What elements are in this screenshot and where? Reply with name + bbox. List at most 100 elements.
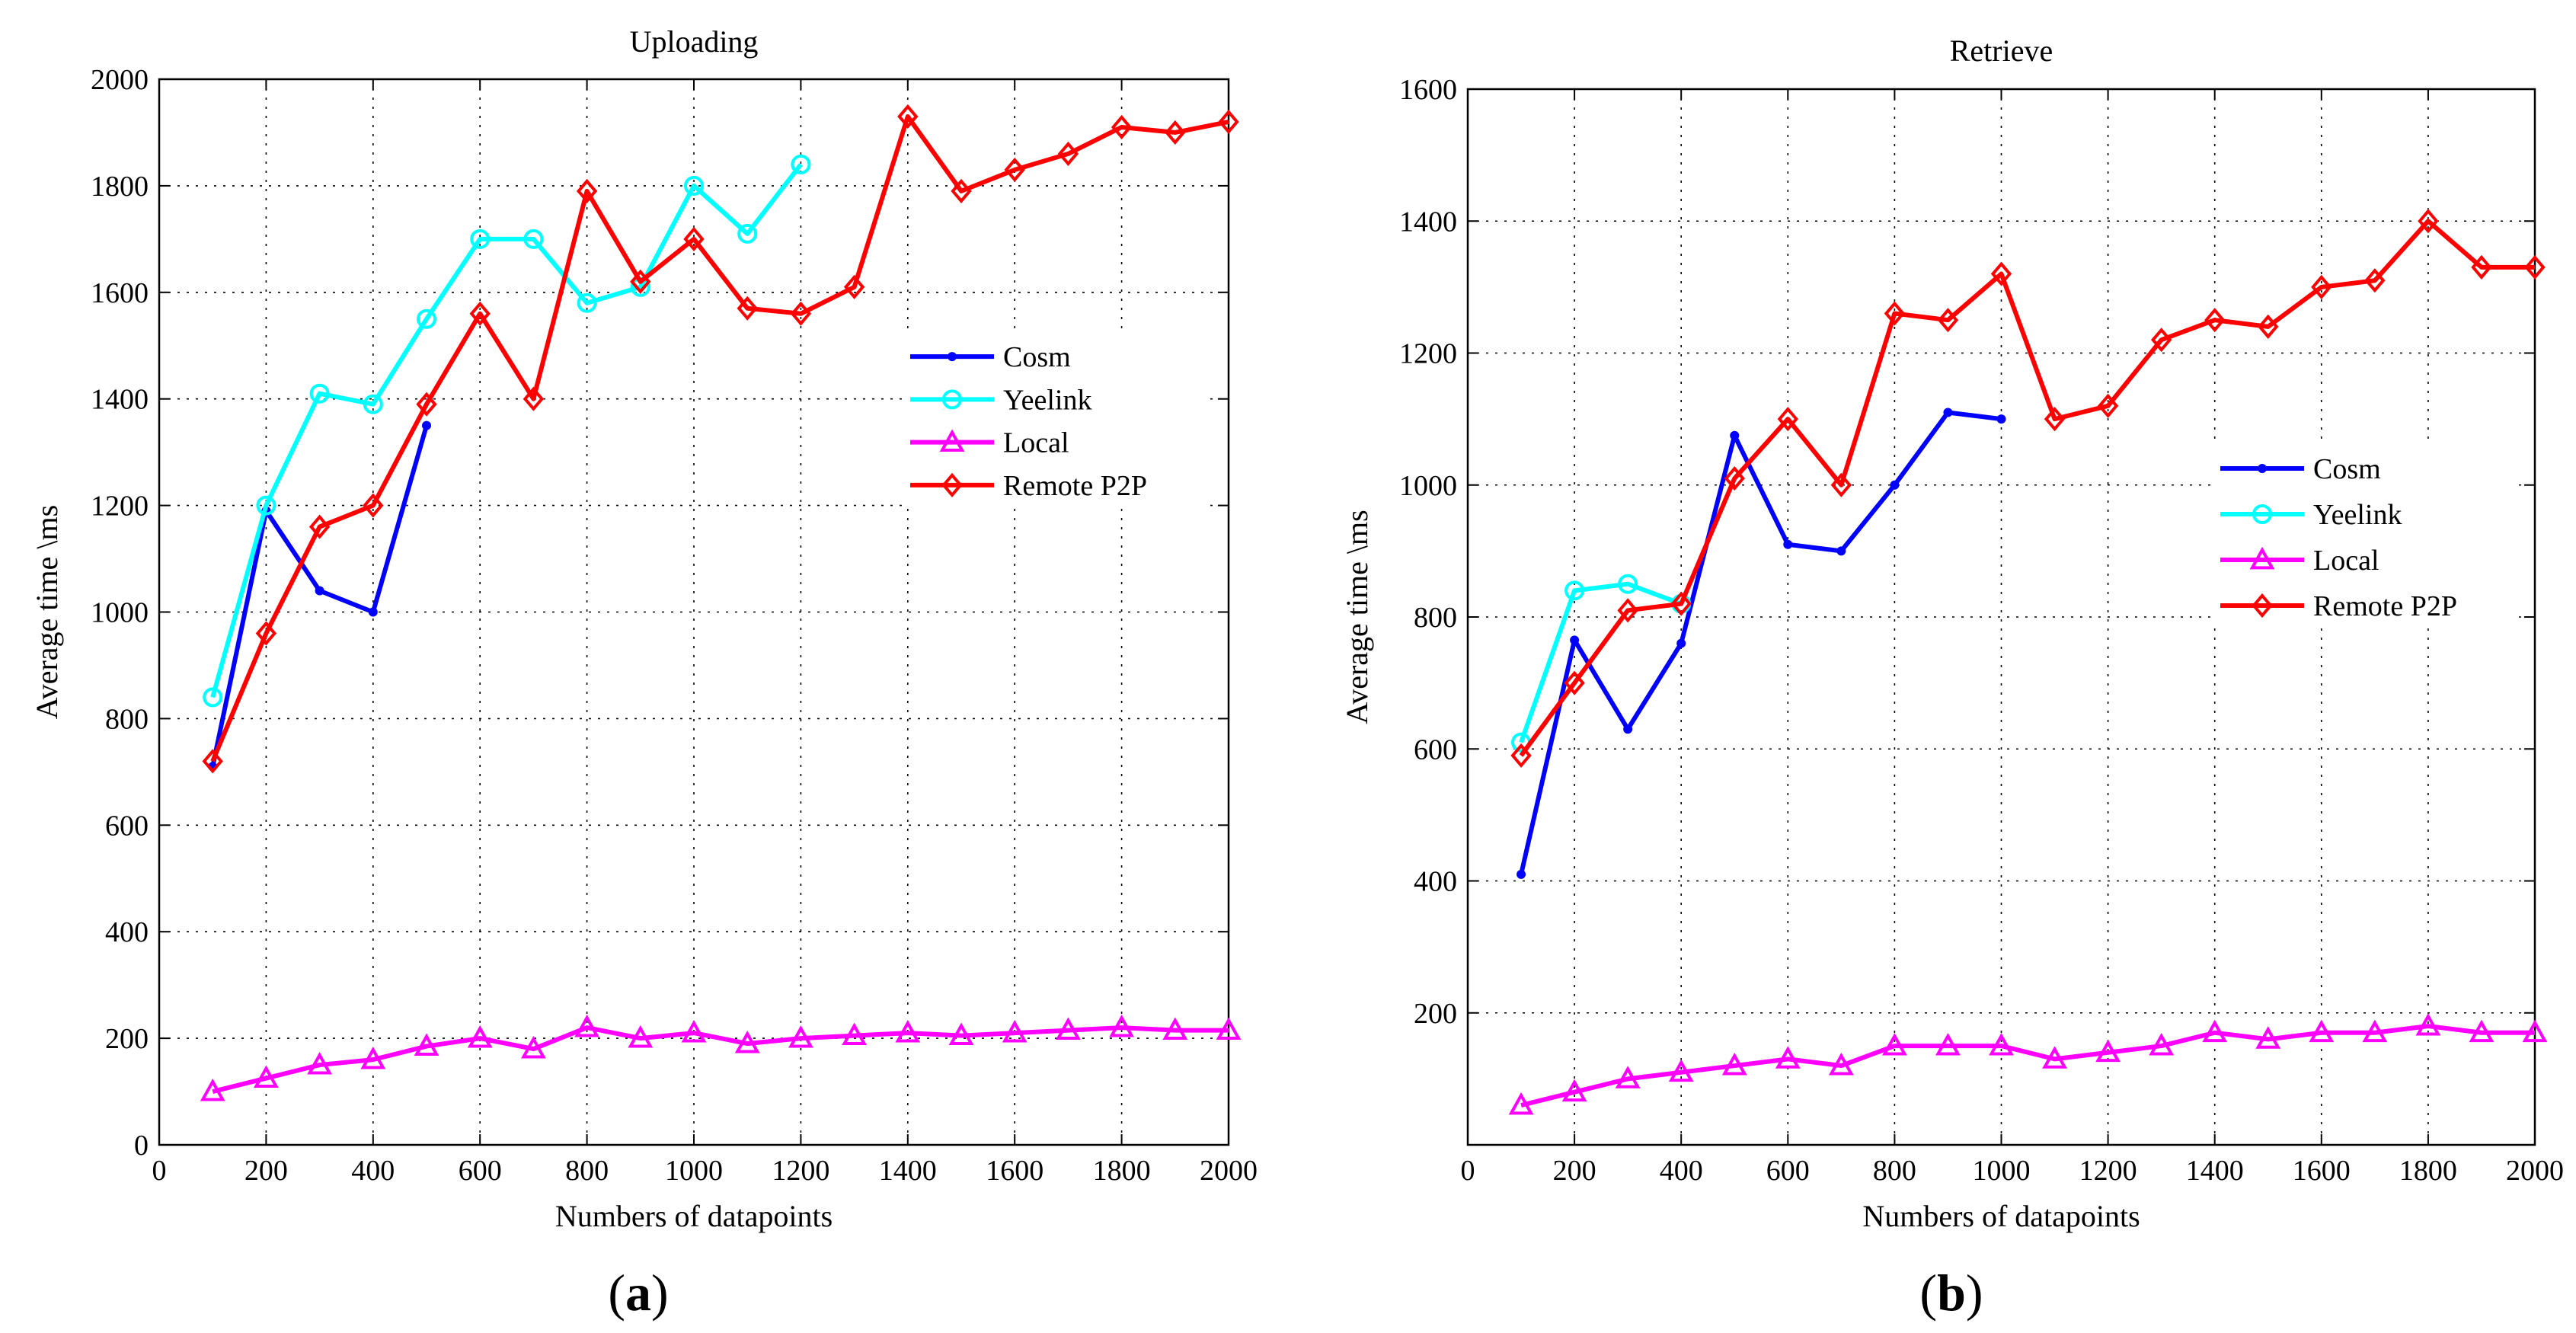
data-point bbox=[1517, 869, 1526, 879]
x-tick-label: 1000 bbox=[1973, 1155, 2031, 1187]
x-tick-label: 0 bbox=[152, 1155, 167, 1187]
x-tick-label: 600 bbox=[459, 1155, 502, 1187]
y-tick-label: 0 bbox=[134, 1130, 149, 1162]
y-tick-label: 200 bbox=[1414, 998, 1457, 1030]
series-yeelink bbox=[203, 154, 811, 708]
data-point bbox=[202, 749, 223, 774]
x-tick-label: 200 bbox=[244, 1155, 288, 1187]
chart-panel-b: 0 200 400 600 800 1000 1200 1400 1600 1800 2000 200… bbox=[1340, 34, 2564, 1322]
data-point bbox=[1937, 308, 1959, 333]
x-tick-label: 1600 bbox=[2293, 1155, 2351, 1187]
y-tick-label: 600 bbox=[1414, 734, 1457, 766]
y-tick-label: 1000 bbox=[91, 597, 149, 629]
data-point bbox=[1996, 414, 2006, 424]
series-line bbox=[212, 1025, 1229, 1094]
data-point bbox=[256, 495, 276, 516]
data-point bbox=[2095, 1039, 2121, 1063]
series-local bbox=[1508, 1012, 2548, 1115]
x-tick-label: 0 bbox=[1461, 1155, 1475, 1187]
series-remote-p2p bbox=[1510, 209, 2546, 769]
data-point bbox=[1783, 539, 1793, 549]
x-tick-label: 200 bbox=[1553, 1155, 1596, 1187]
y-tick-label: 2000 bbox=[91, 64, 149, 96]
legend-entry-label: Yeelink bbox=[1003, 384, 1092, 416]
data-point bbox=[577, 292, 597, 313]
y-tick-label: 1200 bbox=[1399, 338, 1457, 370]
y-tick-label: 1400 bbox=[1399, 206, 1457, 238]
data-point bbox=[1109, 1014, 1134, 1037]
data-point bbox=[414, 1033, 439, 1056]
data-point bbox=[467, 1025, 493, 1048]
x-tick-label: 800 bbox=[1873, 1155, 1916, 1187]
data-point bbox=[200, 1078, 225, 1101]
series-remote-p2p bbox=[202, 104, 1239, 774]
data-point bbox=[1111, 114, 1133, 140]
y-tick-label: 400 bbox=[1414, 866, 1457, 898]
legend-entry-label: Local bbox=[2313, 545, 2379, 577]
chart-title: Retrieve bbox=[1950, 34, 2053, 68]
x-tick-label: 1600 bbox=[986, 1155, 1044, 1187]
data-point bbox=[2415, 1012, 2441, 1036]
data-point bbox=[308, 514, 331, 539]
data-point bbox=[1564, 670, 1585, 695]
data-point bbox=[630, 269, 651, 294]
data-point bbox=[1668, 1059, 1694, 1082]
data-point bbox=[2202, 1019, 2228, 1043]
data-point bbox=[2258, 314, 2279, 339]
data-point bbox=[422, 420, 431, 430]
x-axis-label: Numbers of datapoints bbox=[555, 1199, 833, 1233]
chart-title: Uploading bbox=[630, 24, 759, 59]
data-point bbox=[2204, 308, 2226, 333]
data-point bbox=[254, 1065, 279, 1088]
y-tick-label: 1600 bbox=[1399, 74, 1457, 106]
y-tick-label: 1200 bbox=[91, 491, 149, 523]
data-point bbox=[1890, 480, 1900, 490]
data-point bbox=[895, 1019, 921, 1043]
data-point bbox=[523, 229, 544, 249]
data-point bbox=[1943, 408, 1953, 417]
data-point bbox=[1721, 1052, 1747, 1076]
data-point bbox=[1623, 724, 1633, 734]
legend-swatch-marker bbox=[942, 389, 962, 410]
data-point bbox=[309, 383, 330, 404]
data-point bbox=[1615, 1066, 1641, 1088]
legend-entry-label: Cosm bbox=[2313, 453, 2381, 485]
data-point bbox=[683, 226, 705, 251]
x-tick-label: 2000 bbox=[2506, 1155, 2564, 1187]
x-tick-label: 1800 bbox=[2399, 1155, 2457, 1187]
x-tick-label: 400 bbox=[1660, 1155, 1703, 1187]
series-cosm bbox=[1517, 408, 2006, 879]
data-point bbox=[1724, 465, 1745, 491]
data-point bbox=[1004, 157, 1025, 183]
data-point bbox=[2362, 1019, 2388, 1043]
data-point bbox=[2522, 1019, 2548, 1043]
series-line bbox=[1519, 410, 2002, 875]
legend-entry-label: Remote P2P bbox=[2313, 590, 2457, 622]
data-point bbox=[1564, 580, 1585, 601]
series-line bbox=[210, 113, 1229, 762]
data-point bbox=[2471, 254, 2492, 280]
data-point bbox=[843, 274, 865, 299]
data-point bbox=[1730, 430, 1740, 440]
x-tick-label: 600 bbox=[1766, 1155, 1810, 1187]
data-point bbox=[574, 1014, 599, 1037]
y-tick-label: 1800 bbox=[91, 171, 149, 203]
data-point bbox=[1162, 1017, 1188, 1041]
data-point bbox=[1670, 591, 1692, 616]
data-point bbox=[2255, 1026, 2281, 1049]
data-point bbox=[307, 1051, 332, 1075]
data-point bbox=[2044, 407, 2066, 432]
legend: Cosm Yeelink Local Remote P2P bbox=[903, 335, 1207, 507]
data-point bbox=[363, 394, 383, 414]
x-axis-label: Numbers of datapoints bbox=[1862, 1199, 2140, 1233]
data-point bbox=[2418, 209, 2439, 234]
data-point bbox=[1056, 1017, 1081, 1041]
chart-panel-a: 0 200 400 600 800 1000 1200 1400 1600 1800 2000 0 20… bbox=[30, 24, 1258, 1322]
data-point bbox=[1884, 301, 1906, 326]
data-point bbox=[2149, 1032, 2175, 1056]
y-tick-label: 800 bbox=[1414, 602, 1457, 634]
legend-entry-label: Remote P2P bbox=[1003, 470, 1147, 502]
legend-swatch-marker bbox=[2249, 546, 2275, 570]
legend: Cosm Yeelink Local Remote P2P bbox=[2213, 446, 2517, 628]
